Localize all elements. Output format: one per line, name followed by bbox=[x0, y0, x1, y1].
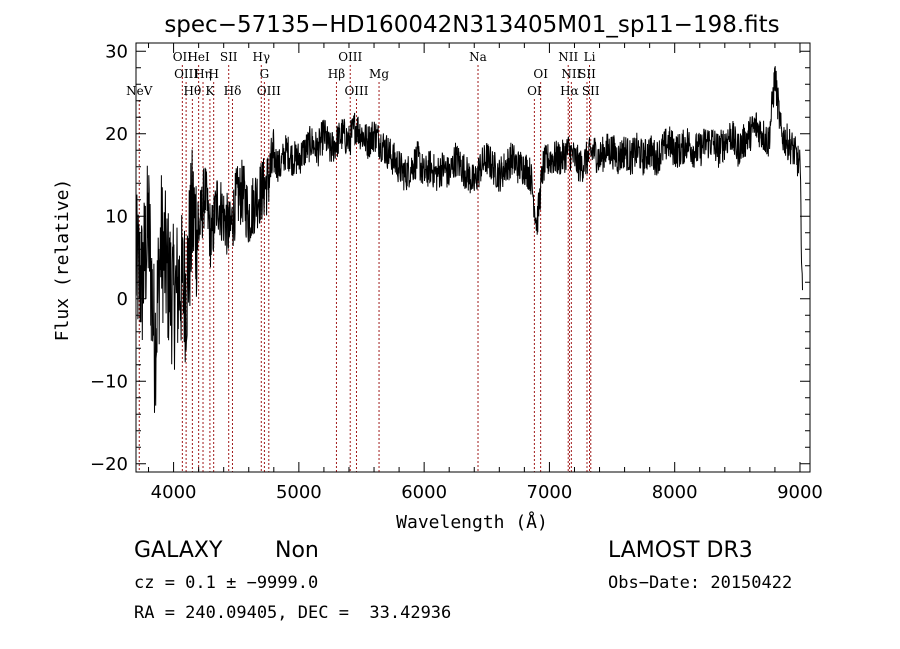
spectral-line-label: OIII bbox=[338, 50, 362, 64]
class-label: GALAXY bbox=[134, 538, 223, 563]
y-tick-label: 30 bbox=[105, 41, 128, 62]
y-tick-label: 20 bbox=[105, 124, 128, 145]
spectral-line-label: Hθ bbox=[184, 84, 202, 98]
spectral-line-label: SII bbox=[578, 67, 596, 81]
spectral-line-label: OIII bbox=[344, 84, 368, 98]
spectral-line-labels: NeVOIIOIIIHθHeIHηKHSIIHδHγGOIIIHβOIIIOII… bbox=[126, 50, 600, 98]
spectral-line-label: OII bbox=[173, 50, 193, 64]
x-tick-label: 4000 bbox=[151, 482, 197, 503]
spectral-line-label: K bbox=[205, 84, 215, 98]
y-tick-label: −10 bbox=[90, 371, 128, 392]
x-axis-label: Wavelength (Å) bbox=[396, 511, 548, 533]
spectral-line-label: Hβ bbox=[328, 67, 345, 81]
spectral-line-label: HeI bbox=[187, 50, 210, 64]
spectral-line-label: NII bbox=[561, 67, 581, 81]
y-tick-label: 0 bbox=[117, 289, 128, 310]
x-tick-label: 7000 bbox=[527, 482, 573, 503]
spectral-line-label: OIII bbox=[174, 67, 198, 81]
spectral-line-label: NeV bbox=[126, 84, 153, 98]
survey-label: LAMOST DR3 bbox=[608, 538, 753, 563]
spectral-line-label: G bbox=[260, 67, 270, 81]
radec-text: RA = 240.09405, DEC = 33.42936 bbox=[134, 603, 452, 623]
obs-date-text: Obs−Date: 20150422 bbox=[608, 573, 793, 593]
x-tick-label: 6000 bbox=[401, 482, 447, 503]
spectral-line-label: SII bbox=[220, 50, 238, 64]
x-axis-ticks: 4000 5000 6000 7000 8000 9000 bbox=[148, 43, 823, 503]
subclass-label: Non bbox=[275, 538, 319, 563]
spectral-line-label: OIII bbox=[257, 84, 281, 98]
spectral-line-label: Hγ bbox=[252, 50, 270, 64]
cz-text: cz = 0.1 ± −9999.0 bbox=[134, 573, 319, 593]
x-tick-label: 5000 bbox=[276, 482, 322, 503]
spectral-line-label: Mg bbox=[369, 67, 389, 81]
spectral-line-label: NII bbox=[558, 50, 578, 64]
y-tick-label: −20 bbox=[90, 454, 128, 475]
spectral-line-label: OI bbox=[527, 84, 542, 98]
spectral-line-label: Hδ bbox=[224, 84, 242, 98]
flux-series-line bbox=[135, 66, 803, 413]
x-tick-label: 8000 bbox=[652, 482, 698, 503]
chart-title: spec−57135−HD160042N313405M01_sp11−198.f… bbox=[164, 12, 779, 38]
y-axis-label: Flux (relative) bbox=[52, 179, 73, 342]
y-axis-ticks: −20 −10 0 10 20 30 bbox=[90, 41, 810, 475]
spectral-line-label: Na bbox=[469, 50, 487, 64]
x-tick-label: 9000 bbox=[777, 482, 823, 503]
spectral-line-label: OI bbox=[533, 67, 548, 81]
spectral-line-label: Hα bbox=[560, 84, 579, 98]
spectral-line-label: H bbox=[208, 67, 218, 81]
y-tick-label: 10 bbox=[105, 206, 128, 227]
spectral-line-label: SII bbox=[582, 84, 600, 98]
plot-frame bbox=[135, 42, 811, 473]
spectral-line-label: Hη bbox=[194, 67, 212, 81]
spectral-line-label: Li bbox=[584, 50, 596, 64]
